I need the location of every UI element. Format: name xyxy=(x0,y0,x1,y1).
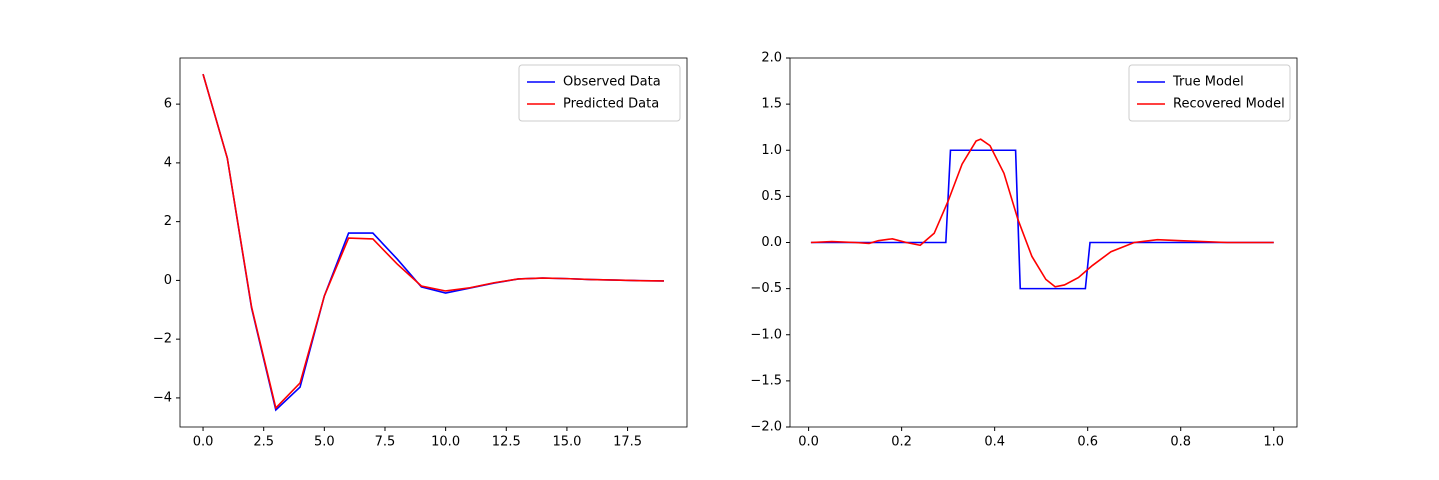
x-tick-label: 0.6 xyxy=(1077,435,1098,450)
y-tick-label: −1.0 xyxy=(750,327,782,342)
y-tick-label: 1.5 xyxy=(761,97,782,112)
y-tick-label: 4 xyxy=(164,155,172,170)
legend-label: Observed Data xyxy=(563,75,661,90)
y-tick-label: 1.0 xyxy=(761,143,782,158)
legend-label: Recovered Model xyxy=(1173,97,1285,112)
y-tick-label: −4 xyxy=(153,390,172,405)
y-tick-label: 2.0 xyxy=(761,51,782,66)
axes-frame xyxy=(789,57,1298,428)
y-tick-label: 6 xyxy=(164,97,172,112)
x-tick-label: 1.0 xyxy=(1263,435,1284,450)
x-tick-label: 0.4 xyxy=(984,435,1005,450)
y-tick-label: 0 xyxy=(164,273,172,288)
x-tick-label: 17.5 xyxy=(613,435,642,450)
axes-frame xyxy=(179,57,688,428)
x-tick-label: 0.0 xyxy=(798,435,819,450)
y-tick-label: 0.0 xyxy=(761,235,782,250)
y-tick-label: 0.5 xyxy=(761,189,782,204)
legend-box xyxy=(1128,64,1291,122)
y-tick-label: −0.5 xyxy=(750,281,782,296)
series-line xyxy=(810,138,1274,288)
series-line xyxy=(202,73,664,410)
x-tick-label: 5.0 xyxy=(314,435,335,450)
x-tick-label: 12.5 xyxy=(492,435,521,450)
y-tick-label: 2 xyxy=(164,214,172,229)
legend-label: True Model xyxy=(1172,75,1244,90)
y-tick-label: −2.0 xyxy=(750,420,782,435)
x-tick-label: 7.5 xyxy=(375,435,396,450)
legend-label: Predicted Data xyxy=(563,97,659,112)
x-tick-label: 0.0 xyxy=(193,435,214,450)
x-tick-label: 0.8 xyxy=(1170,435,1191,450)
series-line xyxy=(202,73,664,412)
y-tick-label: −1.5 xyxy=(750,373,782,388)
x-tick-label: 2.5 xyxy=(253,435,274,450)
y-tick-label: −2 xyxy=(153,332,172,347)
series-line xyxy=(810,149,1274,290)
legend-box xyxy=(518,64,681,122)
x-tick-label: 10.0 xyxy=(431,435,460,450)
x-tick-label: 15.0 xyxy=(552,435,581,450)
x-tick-label: 0.2 xyxy=(891,435,912,450)
